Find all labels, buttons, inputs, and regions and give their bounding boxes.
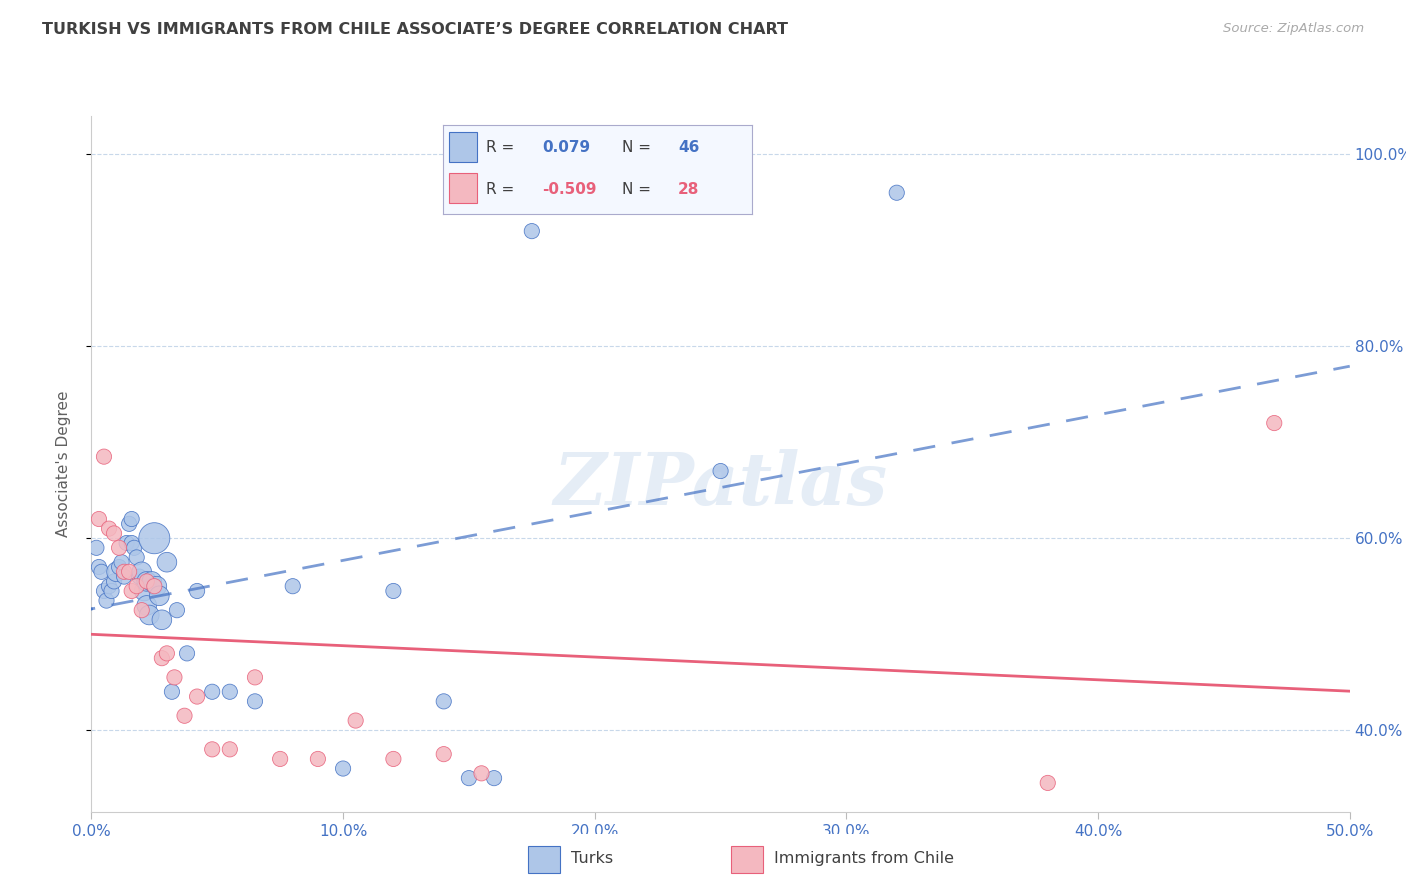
Bar xyxy=(731,847,763,873)
Point xyxy=(135,574,157,589)
Text: R =: R = xyxy=(486,182,515,196)
Point xyxy=(125,550,148,565)
Point xyxy=(307,752,329,766)
Point xyxy=(112,565,135,579)
Point xyxy=(470,766,492,780)
Point xyxy=(138,607,160,622)
Point xyxy=(243,694,266,708)
Text: -0.509: -0.509 xyxy=(541,182,596,196)
Text: N =: N = xyxy=(623,140,651,154)
Point xyxy=(86,541,108,555)
Point xyxy=(141,574,163,589)
Point xyxy=(520,224,543,238)
Point xyxy=(115,536,138,550)
Point xyxy=(103,526,125,541)
Point xyxy=(150,651,173,665)
Point xyxy=(87,560,110,574)
Text: TURKISH VS IMMIGRANTS FROM CHILE ASSOCIATE’S DEGREE CORRELATION CHART: TURKISH VS IMMIGRANTS FROM CHILE ASSOCIA… xyxy=(42,22,789,37)
Bar xyxy=(529,847,560,873)
Point xyxy=(163,670,186,684)
Point xyxy=(146,579,169,593)
Point xyxy=(433,694,456,708)
Point xyxy=(93,584,115,599)
Point xyxy=(135,599,157,613)
Point xyxy=(218,742,240,756)
Point xyxy=(108,541,131,555)
Point xyxy=(269,752,291,766)
Point xyxy=(148,589,170,603)
Point xyxy=(131,603,153,617)
Point xyxy=(382,752,405,766)
Point xyxy=(110,555,132,569)
Point xyxy=(98,579,121,593)
Point xyxy=(201,685,224,699)
Point xyxy=(382,584,405,599)
Point xyxy=(121,584,143,599)
Point xyxy=(457,771,479,785)
Point xyxy=(134,584,156,599)
Point xyxy=(131,565,153,579)
Text: Immigrants from Chile: Immigrants from Chile xyxy=(773,851,953,866)
Point xyxy=(156,646,179,660)
Bar xyxy=(449,132,477,162)
Point xyxy=(118,565,141,579)
Point xyxy=(135,574,157,589)
Point xyxy=(156,555,179,569)
Point xyxy=(1036,776,1059,790)
Point xyxy=(98,522,121,536)
Point xyxy=(281,579,304,593)
Point xyxy=(243,670,266,684)
Point xyxy=(433,747,456,761)
Point xyxy=(166,603,188,617)
Text: R =: R = xyxy=(486,140,515,154)
Point xyxy=(112,569,135,583)
Point xyxy=(709,464,731,478)
Point xyxy=(482,771,505,785)
Bar xyxy=(449,173,477,203)
Point xyxy=(218,685,240,699)
Point xyxy=(176,646,198,660)
Point xyxy=(108,560,131,574)
Point xyxy=(344,714,367,728)
Text: N =: N = xyxy=(623,182,651,196)
Point xyxy=(121,512,143,526)
Point xyxy=(201,742,224,756)
Text: ZIPatlas: ZIPatlas xyxy=(554,450,887,520)
Point xyxy=(173,708,195,723)
Y-axis label: Associate's Degree: Associate's Degree xyxy=(56,391,70,537)
Point xyxy=(1263,416,1285,430)
Point xyxy=(128,569,150,583)
Point xyxy=(118,516,141,531)
Point xyxy=(143,579,166,593)
Text: 28: 28 xyxy=(678,182,699,196)
Point xyxy=(125,579,148,593)
Point xyxy=(105,565,128,579)
Text: Turks: Turks xyxy=(571,851,613,866)
Point xyxy=(122,541,145,555)
Point xyxy=(143,531,166,545)
Point xyxy=(186,584,208,599)
Text: 46: 46 xyxy=(678,140,699,154)
Point xyxy=(150,613,173,627)
Point xyxy=(90,565,112,579)
Point xyxy=(96,593,118,607)
Text: 0.079: 0.079 xyxy=(541,140,591,154)
Point xyxy=(186,690,208,704)
Point xyxy=(160,685,183,699)
Point xyxy=(103,574,125,589)
Text: Source: ZipAtlas.com: Source: ZipAtlas.com xyxy=(1223,22,1364,36)
Point xyxy=(121,536,143,550)
Point xyxy=(886,186,908,200)
Point xyxy=(87,512,110,526)
Point xyxy=(332,762,354,776)
Point xyxy=(100,584,122,599)
Point xyxy=(93,450,115,464)
